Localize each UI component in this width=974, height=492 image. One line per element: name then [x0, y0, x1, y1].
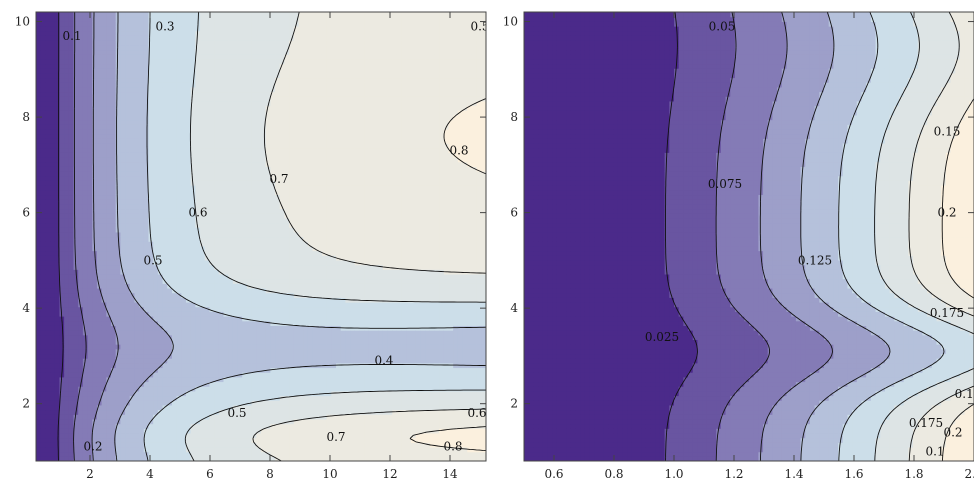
- contour-label: 0.05: [709, 19, 736, 33]
- y-tick-label: 10: [15, 15, 30, 29]
- contour-label: 0.8: [449, 144, 468, 158]
- contour-label: 0.8: [443, 440, 462, 454]
- x-tick-label: 2: [86, 467, 94, 481]
- contour-label: 0.2: [83, 440, 102, 454]
- contour-label: 0.2: [937, 206, 956, 220]
- x-tick-label: 12: [382, 467, 397, 481]
- contour-label: 0.1: [925, 444, 944, 458]
- y-tick-label: 8: [22, 110, 30, 124]
- x-tick-label: 1.6: [844, 467, 863, 481]
- contour-label: 0.4: [374, 354, 393, 368]
- y-tick-label: 10: [503, 15, 518, 29]
- contour-label: 0.6: [467, 406, 486, 420]
- x-tick-label: 10: [322, 467, 337, 481]
- y-tick-label: 2: [510, 397, 518, 411]
- contour-label: 0.025: [645, 330, 679, 344]
- contour-label: 0.125: [798, 253, 832, 267]
- contour-label: 0.175: [909, 416, 943, 430]
- x-tick-label: 6: [206, 467, 214, 481]
- y-tick-label: 2: [22, 397, 30, 411]
- x-tick-label: 1.2: [724, 467, 743, 481]
- contour-label: 0.6: [188, 206, 207, 220]
- x-tick-label: 4: [146, 467, 154, 481]
- contour-label: 0.5: [227, 406, 246, 420]
- contour-label: 0.175: [930, 306, 964, 320]
- contour-label: 0.2: [943, 425, 962, 439]
- x-tick-label: 2.0: [964, 467, 974, 481]
- contour-label: 0.5: [143, 253, 162, 267]
- x-tick-label: 0.8: [604, 467, 623, 481]
- x-tick-label: 1.8: [904, 467, 923, 481]
- x-tick-label: 14: [442, 467, 458, 481]
- plot-area: 0.05 0.15 0.075 0.2 0.125 0.175 0.025 0.15 0.175…: [524, 12, 974, 462]
- y-tick-label: 4: [510, 301, 518, 315]
- y-tick-label: 6: [510, 206, 518, 220]
- x-tick-label: 1.0: [664, 467, 683, 481]
- y-tick-label: 8: [510, 110, 518, 124]
- contour-panel-2: 0.05 0.15 0.075 0.2 0.125 0.175 0.025 0.15 0.175…: [503, 12, 974, 481]
- contour-label: 0.15: [934, 124, 961, 138]
- contour-label: 0.7: [269, 172, 288, 186]
- contour-label: 0.075: [708, 177, 742, 191]
- x-tick-label: 8: [266, 467, 274, 481]
- x-tick-label: 0.6: [544, 467, 563, 481]
- x-tick-label: 1.4: [784, 467, 803, 481]
- y-tick-label: 4: [22, 301, 30, 315]
- contour-label: 0.1: [62, 29, 81, 43]
- contour-label: 0.3: [155, 19, 174, 33]
- contour-label: 0.7: [326, 430, 345, 444]
- y-tick-label: 6: [22, 206, 30, 220]
- contour-label: 0.15: [955, 387, 974, 401]
